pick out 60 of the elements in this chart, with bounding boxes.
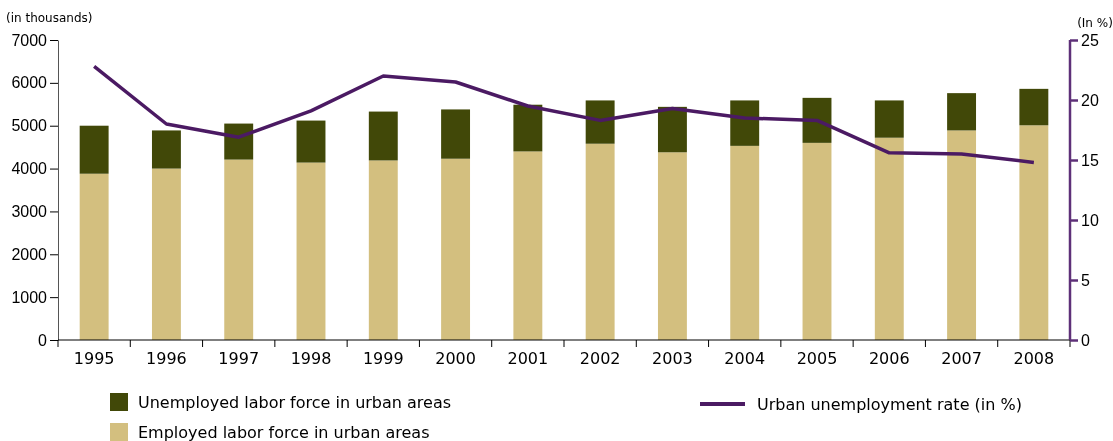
x-tick-label: 1996: [146, 349, 187, 368]
x-tick-label: 2007: [941, 349, 982, 368]
y2-tick-label: 20: [1081, 91, 1099, 109]
x-tick-label: 2004: [724, 349, 766, 368]
bar: [585, 100, 615, 144]
x-tick-label: 2008: [1013, 349, 1055, 368]
bar: [947, 93, 977, 131]
x-tick-label: 2005: [796, 349, 838, 368]
bar: [79, 173, 109, 340]
y-tick-label: 5000: [11, 117, 48, 135]
y2-tick-label: 0: [1081, 331, 1090, 349]
legend-label: Unemployed labor force in urban areas: [138, 393, 452, 412]
bar: [513, 104, 543, 152]
y-tick-label: 0: [38, 331, 48, 349]
y2-axis-title: (In %): [1077, 16, 1113, 30]
bar: [368, 160, 398, 340]
bar: [296, 162, 326, 340]
x-tick-label: 2006: [868, 349, 910, 368]
bar: [513, 151, 543, 340]
x-tick-label: 1995: [73, 349, 115, 368]
bar: [874, 100, 904, 138]
bar: [1019, 125, 1049, 340]
bar: [657, 106, 687, 153]
bar: [874, 137, 904, 340]
bar: [585, 143, 615, 340]
bar: [296, 120, 326, 163]
y-axis-title: (in thousands): [6, 11, 93, 25]
bar: [947, 130, 977, 340]
bar: [151, 168, 181, 340]
bar: [730, 145, 760, 340]
y2-tick-label: 25: [1081, 31, 1099, 49]
bar: [730, 100, 760, 146]
bar: [657, 152, 687, 340]
y2-tick-label: 5: [1081, 271, 1090, 289]
bar: [224, 159, 254, 340]
bar: [441, 109, 471, 159]
x-tick-label: 1998: [290, 349, 332, 368]
x-tick-label: 2000: [435, 349, 476, 368]
line-series: [92, 64, 1036, 165]
x-tick-label: 2003: [652, 349, 693, 368]
x-tick-label: 2002: [579, 349, 621, 368]
y-tick-label: 2000: [11, 245, 48, 263]
bar: [441, 158, 471, 340]
legend-label: Employed labor force in urban areas: [138, 423, 430, 441]
y2-tick-label: 15: [1081, 151, 1099, 169]
bar: [802, 142, 832, 340]
y-tick-label: 3000: [11, 203, 48, 221]
y-tick-label: 7000: [11, 31, 48, 49]
bar: [368, 111, 398, 161]
x-tick-label: 1997: [218, 349, 260, 368]
legend-label: Urban unemployment rate (in %): [757, 395, 1022, 414]
bar: [1019, 88, 1049, 126]
x-tick-label: 1999: [362, 349, 404, 368]
x-tick-label: 2001: [507, 349, 549, 368]
bar: [79, 125, 109, 174]
bar: [151, 130, 181, 169]
y-tick-label: 4000: [11, 160, 48, 178]
y-tick-label: 1000: [11, 288, 48, 306]
y-tick-label: 6000: [11, 74, 48, 92]
y2-tick-label: 10: [1081, 211, 1099, 229]
